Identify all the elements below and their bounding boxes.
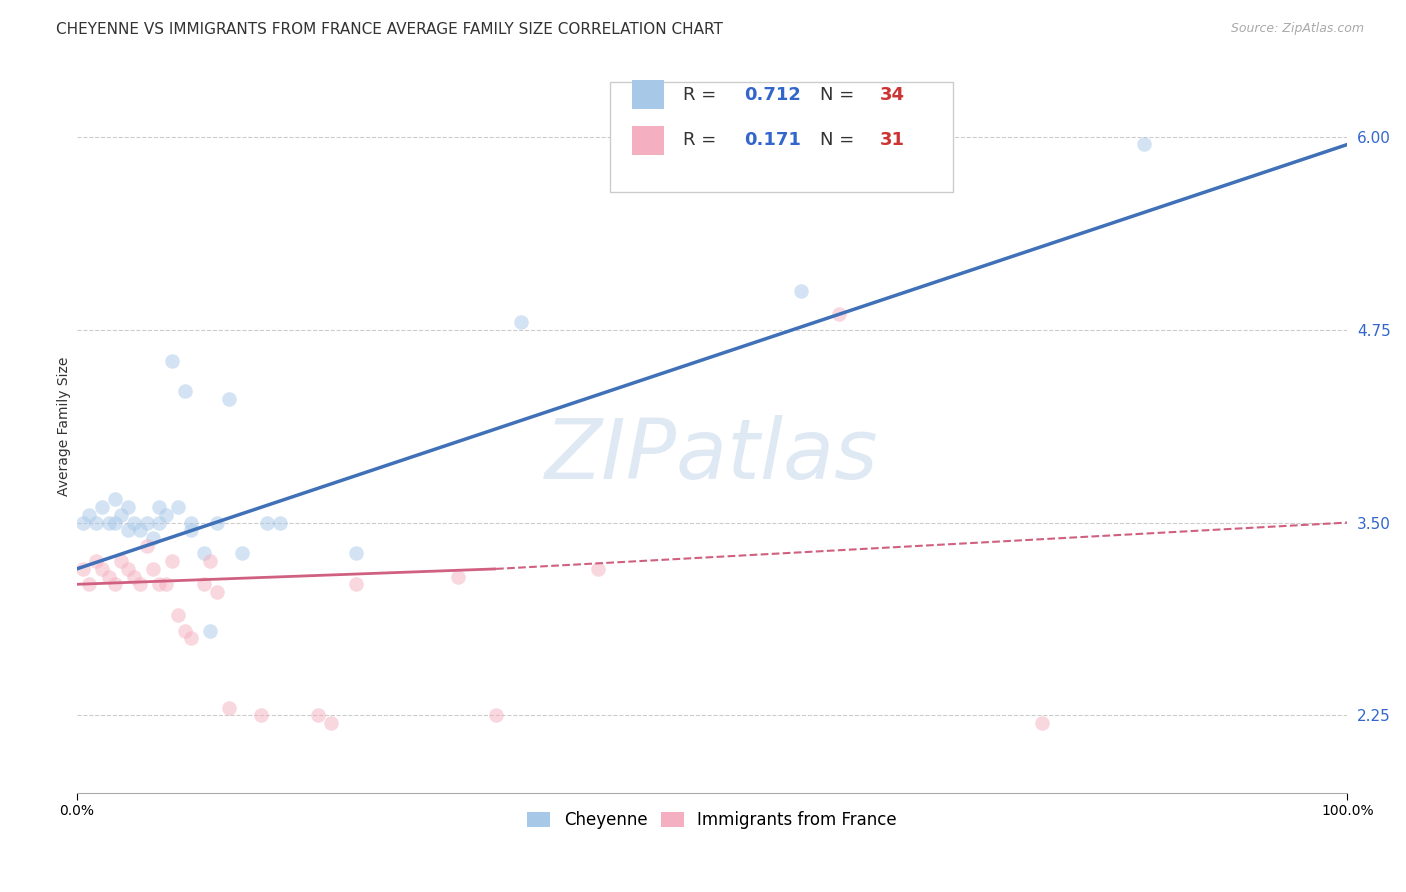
Point bbox=[104, 492, 127, 507]
Text: ZIPatlas: ZIPatlas bbox=[546, 415, 879, 496]
Point bbox=[117, 562, 139, 576]
Point bbox=[135, 539, 157, 553]
Point bbox=[319, 716, 342, 731]
Point bbox=[269, 516, 291, 530]
Point bbox=[117, 500, 139, 515]
Point bbox=[205, 516, 228, 530]
Point bbox=[1133, 137, 1156, 152]
Point bbox=[97, 569, 120, 583]
Point bbox=[218, 700, 240, 714]
Point bbox=[344, 546, 367, 560]
Point bbox=[790, 284, 813, 298]
Point bbox=[160, 554, 183, 568]
Text: N =: N = bbox=[820, 86, 860, 104]
FancyBboxPatch shape bbox=[610, 81, 953, 192]
Point bbox=[828, 307, 851, 321]
Point bbox=[155, 577, 177, 591]
FancyBboxPatch shape bbox=[633, 80, 664, 110]
Point bbox=[155, 508, 177, 522]
Point bbox=[104, 577, 127, 591]
Point bbox=[142, 562, 165, 576]
Point bbox=[91, 500, 114, 515]
Point bbox=[129, 524, 152, 538]
Point bbox=[160, 353, 183, 368]
Point bbox=[148, 577, 170, 591]
Point bbox=[142, 531, 165, 545]
Point bbox=[193, 546, 215, 560]
Point bbox=[148, 500, 170, 515]
Point bbox=[485, 708, 508, 723]
Point bbox=[122, 516, 145, 530]
Point bbox=[97, 516, 120, 530]
Point bbox=[79, 508, 101, 522]
Point bbox=[167, 608, 190, 623]
Point bbox=[586, 562, 609, 576]
Point bbox=[84, 516, 107, 530]
Text: 31: 31 bbox=[880, 131, 905, 150]
Point bbox=[110, 508, 132, 522]
Point bbox=[79, 577, 101, 591]
Point bbox=[167, 500, 190, 515]
Point bbox=[307, 708, 329, 723]
Point bbox=[231, 546, 253, 560]
Point bbox=[205, 585, 228, 599]
FancyBboxPatch shape bbox=[633, 126, 664, 155]
Legend: Cheyenne, Immigrants from France: Cheyenne, Immigrants from France bbox=[520, 805, 904, 836]
Point bbox=[72, 516, 94, 530]
Point bbox=[110, 554, 132, 568]
Point bbox=[510, 315, 533, 329]
Point bbox=[173, 384, 195, 399]
Point bbox=[198, 624, 221, 638]
Point bbox=[135, 516, 157, 530]
Point bbox=[129, 577, 152, 591]
Text: N =: N = bbox=[820, 131, 860, 150]
Point bbox=[853, 153, 876, 167]
Point bbox=[104, 516, 127, 530]
Point bbox=[91, 562, 114, 576]
Point bbox=[218, 392, 240, 406]
Point bbox=[344, 577, 367, 591]
Text: R =: R = bbox=[683, 131, 721, 150]
Point bbox=[180, 524, 202, 538]
Point bbox=[250, 708, 273, 723]
Text: Source: ZipAtlas.com: Source: ZipAtlas.com bbox=[1230, 22, 1364, 36]
Point bbox=[84, 554, 107, 568]
Text: R =: R = bbox=[683, 86, 721, 104]
Point bbox=[256, 516, 278, 530]
Point bbox=[173, 624, 195, 638]
Text: CHEYENNE VS IMMIGRANTS FROM FRANCE AVERAGE FAMILY SIZE CORRELATION CHART: CHEYENNE VS IMMIGRANTS FROM FRANCE AVERA… bbox=[56, 22, 723, 37]
Point bbox=[148, 516, 170, 530]
Point bbox=[72, 562, 94, 576]
Point bbox=[447, 569, 470, 583]
Point bbox=[193, 577, 215, 591]
Point bbox=[1031, 716, 1053, 731]
Point bbox=[198, 554, 221, 568]
Point bbox=[117, 524, 139, 538]
Text: 0.171: 0.171 bbox=[744, 131, 800, 150]
Text: 34: 34 bbox=[880, 86, 905, 104]
Point bbox=[122, 569, 145, 583]
Point bbox=[180, 516, 202, 530]
Text: 0.712: 0.712 bbox=[744, 86, 800, 104]
Point bbox=[180, 632, 202, 646]
Y-axis label: Average Family Size: Average Family Size bbox=[58, 357, 72, 496]
